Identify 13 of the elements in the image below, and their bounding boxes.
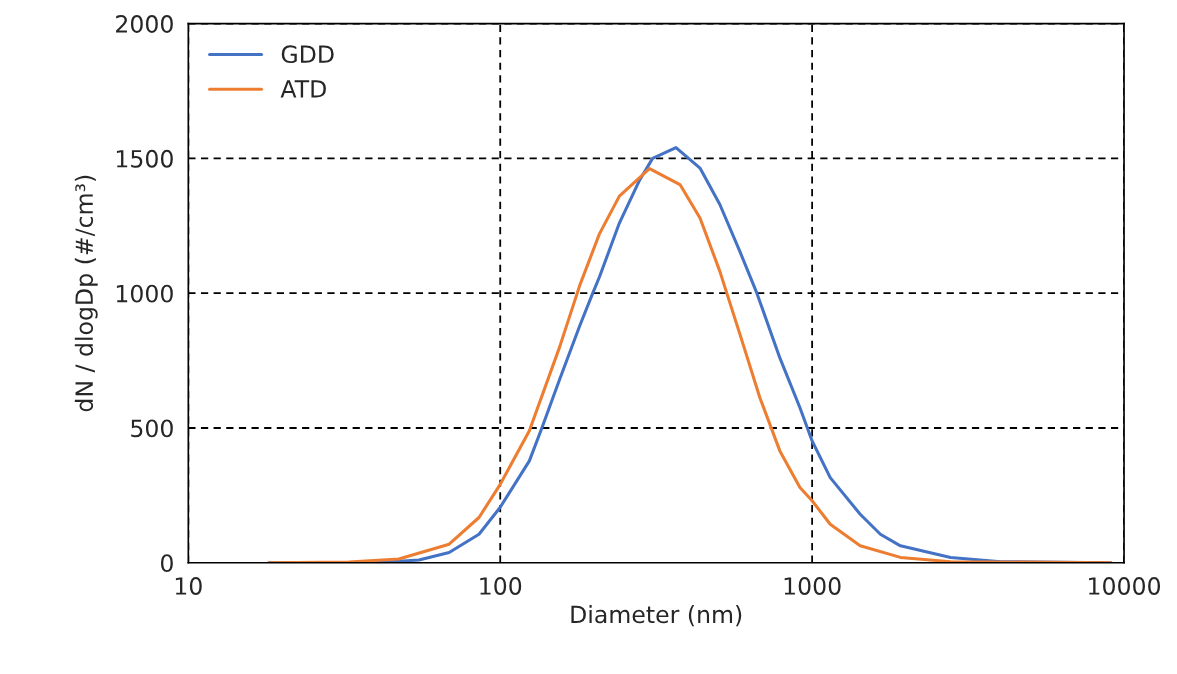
y-tick-label: 2000 (116, 15, 173, 33)
y-axis-title: dN / dlogDp (#/cm³) (74, 175, 98, 412)
legend-label: ATD (280, 80, 326, 98)
y-tick-label: 500 (131, 419, 173, 438)
y-tick-label: 0 (160, 554, 173, 573)
legend-label: GDD (281, 45, 334, 64)
x-tick-label: 10000 (1089, 577, 1161, 595)
y-tick-label: 1500 (116, 149, 173, 168)
y-tick-label: 1000 (116, 284, 173, 303)
x-tick-label: 100 (480, 577, 522, 595)
x-tick-label: 10 (175, 577, 202, 595)
x-tick-label: 1000 (784, 577, 841, 595)
x-axis-title: Diameter (nm) (571, 605, 742, 627)
